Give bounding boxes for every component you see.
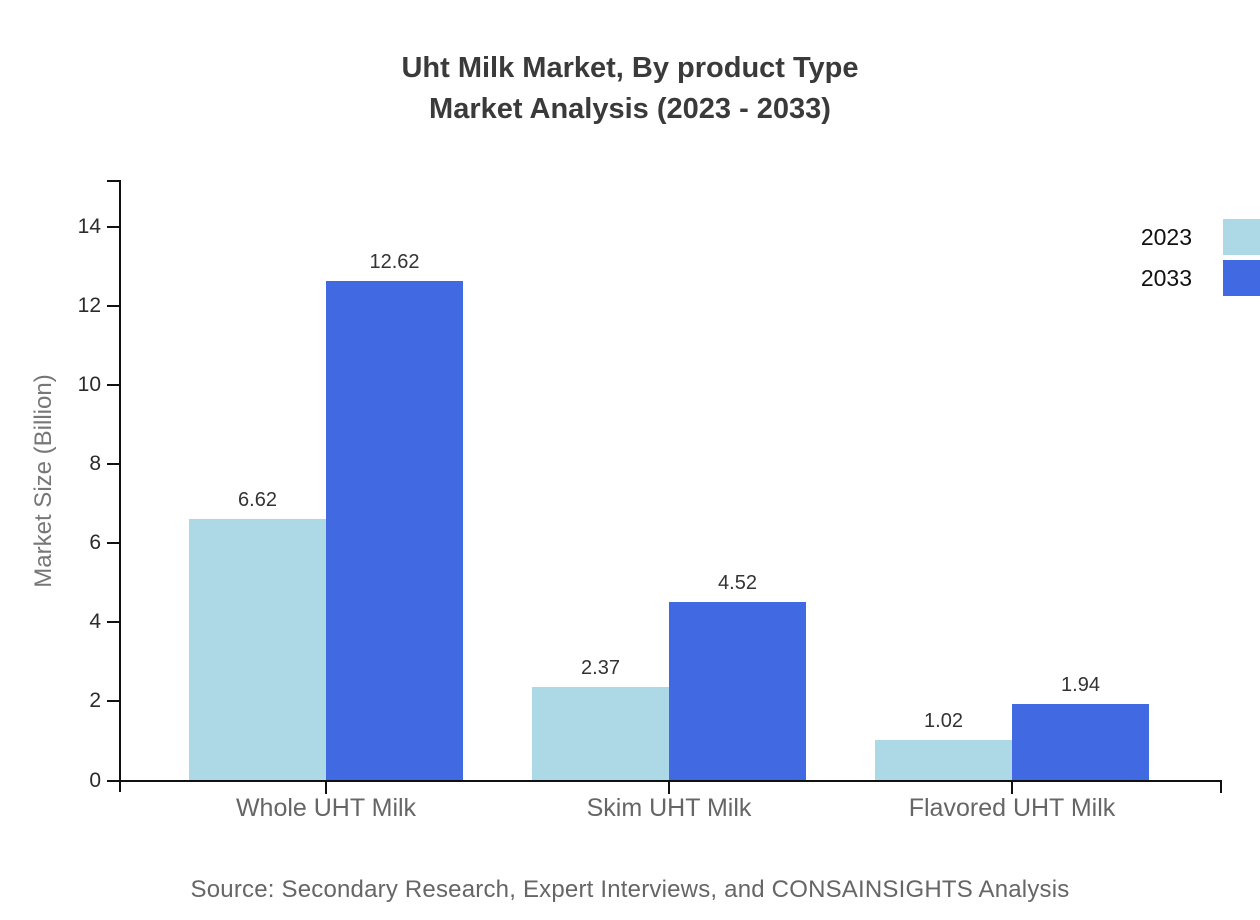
x-axis-tick: [1011, 782, 1013, 794]
y-axis-tick: [107, 304, 119, 307]
y-axis-tick: [107, 384, 119, 386]
y-axis-tick: [107, 700, 119, 703]
y-axis-tick-label: 10: [77, 373, 101, 396]
y-axis-tick: [107, 621, 119, 624]
bar-2033-3: [1012, 703, 1149, 781]
x-axis-category-label: Flavored UHT Milk: [908, 794, 1116, 822]
bar-value-label: 2.37: [581, 656, 620, 679]
bar-2033-2: [669, 601, 806, 781]
y-axis-tick-label: 2: [89, 689, 101, 713]
y-axis-line: [119, 180, 121, 792]
legend-item-2033: 2033: [1100, 260, 1260, 296]
chart-title-line-2: Market Analysis (2023 - 2033): [429, 93, 831, 125]
bar-value-label: 4.52: [718, 571, 757, 594]
bar-2023-1: [189, 518, 326, 781]
bar-value-label: 6.62: [238, 488, 277, 511]
chart-title: Uht Milk Market, By product Type Market …: [0, 48, 1260, 130]
bar-2023-3: [875, 740, 1012, 781]
bar-2023-2: [532, 686, 669, 781]
source-note: Source: Secondary Research, Expert Inter…: [190, 876, 1070, 903]
bar-value-label: 12.62: [369, 251, 420, 274]
chart-title-line-1: Uht Milk Market, By product Type: [401, 52, 859, 84]
y-axis-tick-label: 12: [77, 293, 101, 317]
y-axis-tick-label: 4: [89, 610, 101, 634]
y-axis-tick-label: 14: [77, 214, 101, 238]
x-axis-tick: [325, 782, 327, 794]
y-axis-tick: [107, 779, 119, 782]
bar-2033-1: [326, 281, 463, 781]
y-axis-tick-label: 0: [89, 768, 101, 792]
y-axis-top-cap: [107, 180, 119, 182]
y-axis-tick-label: 6: [89, 531, 101, 555]
legend-label: 2023: [1140, 224, 1192, 250]
legend-swatch: [1223, 260, 1260, 296]
x-axis-end-cap: [1220, 780, 1222, 793]
legend-swatch: [1223, 219, 1260, 255]
y-axis-tick: [107, 542, 119, 545]
y-axis-tick: [107, 225, 119, 228]
x-axis-tick: [668, 782, 670, 794]
x-axis-category-label: Skim UHT Milk: [586, 794, 752, 822]
x-axis-category-label: Whole UHT Milk: [235, 794, 417, 822]
x-axis-line: [108, 780, 1222, 782]
bar-value-label: 1.02: [924, 710, 963, 733]
y-axis-tick: [107, 463, 119, 466]
bar-value-label: 1.94: [1061, 673, 1100, 696]
legend-item-2023: 2023: [1100, 219, 1260, 255]
legend-label: 2033: [1140, 265, 1192, 291]
y-axis-tick-label: 8: [89, 452, 101, 476]
